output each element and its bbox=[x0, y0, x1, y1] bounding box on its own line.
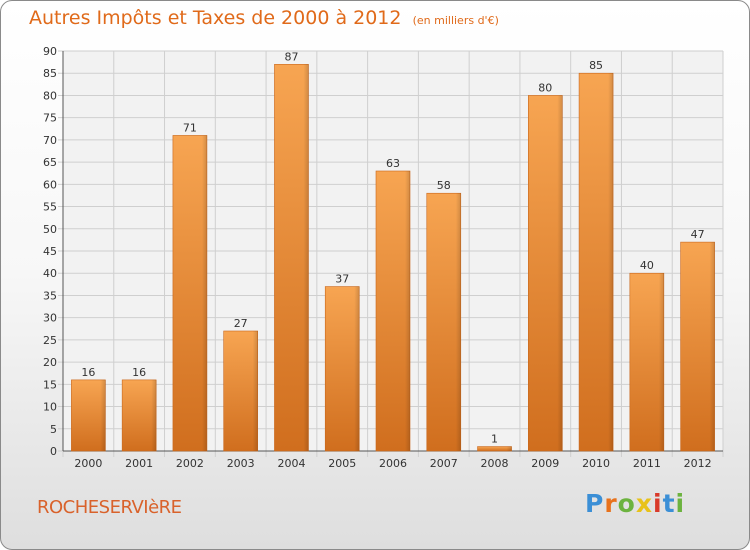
bar-value-label: 16 bbox=[81, 366, 95, 379]
y-tick-label: 65 bbox=[43, 156, 57, 169]
bar-shade bbox=[354, 286, 360, 451]
logo-letter: o bbox=[617, 489, 636, 518]
bar bbox=[375, 170, 411, 452]
bar-value-label: 1 bbox=[491, 433, 498, 446]
y-tick-label: 5 bbox=[50, 423, 57, 436]
bar-shade bbox=[100, 379, 106, 451]
y-tick-label: 25 bbox=[43, 334, 57, 347]
bar-value-label: 37 bbox=[335, 273, 349, 286]
bar-value-label: 80 bbox=[538, 81, 552, 94]
bar bbox=[172, 135, 208, 452]
y-tick-label: 45 bbox=[43, 245, 57, 258]
bar-shade bbox=[303, 64, 309, 452]
x-tick-label: 2002 bbox=[176, 457, 204, 470]
logo-letter: i bbox=[653, 489, 663, 518]
bar bbox=[578, 72, 614, 452]
labels: 0 5 10 15 20 25 30 35 40 45 50 55 60 65 70 75 80 85 90 16 20… bbox=[43, 45, 712, 470]
x-tick-label: 2003 bbox=[227, 457, 255, 470]
bar bbox=[528, 95, 563, 452]
logo-letter: t bbox=[662, 489, 676, 518]
bar-value-label: 27 bbox=[234, 317, 248, 330]
bar-shade bbox=[608, 73, 614, 451]
bar bbox=[223, 330, 258, 452]
y-tick-label: 10 bbox=[43, 401, 57, 414]
bar-value-label: 47 bbox=[691, 228, 705, 241]
bar bbox=[324, 286, 360, 452]
y-tick-label: 15 bbox=[43, 378, 57, 391]
bar bbox=[71, 379, 106, 452]
x-tick-label: 2010 bbox=[582, 457, 610, 470]
bar-value-label: 16 bbox=[132, 366, 146, 379]
bar bbox=[426, 192, 462, 452]
y-tick-label: 70 bbox=[43, 134, 57, 147]
y-tick-label: 50 bbox=[43, 223, 57, 236]
y-tick-label: 55 bbox=[43, 201, 57, 214]
bar-value-label: 58 bbox=[437, 179, 451, 192]
bar-value-label: 87 bbox=[284, 50, 298, 63]
y-tick-label: 20 bbox=[43, 356, 57, 369]
x-tick-label: 2007 bbox=[430, 457, 458, 470]
bar-shade bbox=[252, 331, 258, 451]
bar bbox=[680, 241, 715, 452]
bar-value-label: 40 bbox=[640, 259, 654, 272]
y-tick-label: 0 bbox=[50, 445, 57, 458]
bar-shade bbox=[658, 273, 664, 451]
chart-title: Autres Impôts et Taxes de 2000 à 2012 bbox=[29, 7, 402, 29]
y-tick-label: 40 bbox=[43, 267, 57, 280]
bar bbox=[274, 64, 309, 452]
x-tick-label: 2005 bbox=[328, 457, 356, 470]
x-tick-label: 2004 bbox=[277, 457, 305, 470]
logo-letter: r bbox=[604, 489, 618, 518]
y-tick-label: 30 bbox=[43, 312, 57, 325]
bar-shade bbox=[405, 171, 410, 451]
y-tick-label: 90 bbox=[43, 45, 57, 58]
bar bbox=[121, 379, 157, 452]
bar-shade bbox=[151, 379, 157, 451]
bars bbox=[71, 64, 715, 452]
x-tick-label: 2012 bbox=[684, 457, 712, 470]
y-tick-label: 80 bbox=[43, 89, 57, 102]
title-row: Autres Impôts et Taxes de 2000 à 2012 (e… bbox=[29, 7, 499, 29]
bar-shade bbox=[455, 193, 461, 451]
bar bbox=[629, 272, 665, 452]
bar-value-label: 71 bbox=[183, 121, 197, 134]
bar-shade bbox=[506, 446, 512, 451]
bar-shade bbox=[201, 135, 207, 451]
x-tick-label: 2008 bbox=[481, 457, 509, 470]
y-tick-label: 35 bbox=[43, 289, 57, 302]
x-tick-label: 2011 bbox=[633, 457, 661, 470]
logo-letter: x bbox=[635, 489, 653, 518]
y-tick-label: 85 bbox=[43, 67, 57, 80]
town-name: ROCHESERVIèRE bbox=[37, 497, 182, 518]
bar bbox=[477, 446, 512, 452]
bar-shade bbox=[557, 95, 563, 451]
bar-shade bbox=[709, 242, 715, 451]
proxiti-logo: Proxiti bbox=[585, 489, 685, 518]
y-tick-label: 75 bbox=[43, 112, 57, 125]
x-tick-label: 2009 bbox=[531, 457, 559, 470]
logo-letter: i bbox=[675, 489, 686, 518]
bar-value-label: 63 bbox=[386, 157, 400, 170]
logo-letter: P bbox=[585, 489, 605, 518]
x-tick-label: 2001 bbox=[125, 457, 153, 470]
y-tick-label: 60 bbox=[43, 178, 57, 191]
x-tick-label: 2006 bbox=[379, 457, 407, 470]
x-tick-label: 2000 bbox=[74, 457, 102, 470]
chart-subtitle: (en milliers d'€) bbox=[412, 14, 499, 27]
bar-value-label: 85 bbox=[589, 59, 603, 72]
